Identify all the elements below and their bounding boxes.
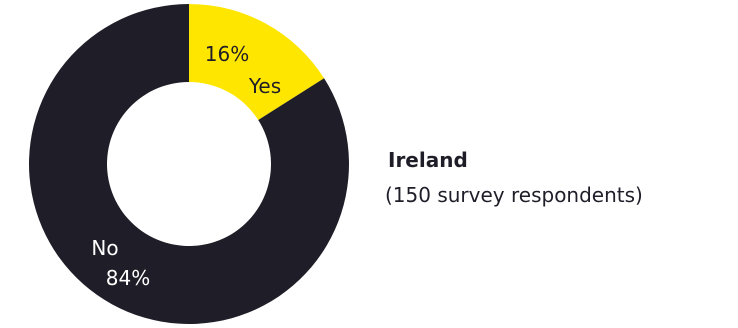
slice-name-label-no: No: [91, 236, 118, 260]
slice-name-label-yes: Yes: [248, 74, 281, 98]
slice-no: [29, 4, 350, 324]
respondent-count: (150 survey respondents): [385, 183, 643, 207]
slice-value-label-yes: 16%: [205, 42, 249, 66]
region-title: Ireland: [388, 148, 468, 172]
donut-slices: [29, 4, 350, 324]
donut-chart: 16% Yes No 84%: [29, 4, 350, 324]
slice-value-label-no: 84%: [106, 266, 150, 290]
slice-yes: [189, 4, 325, 121]
